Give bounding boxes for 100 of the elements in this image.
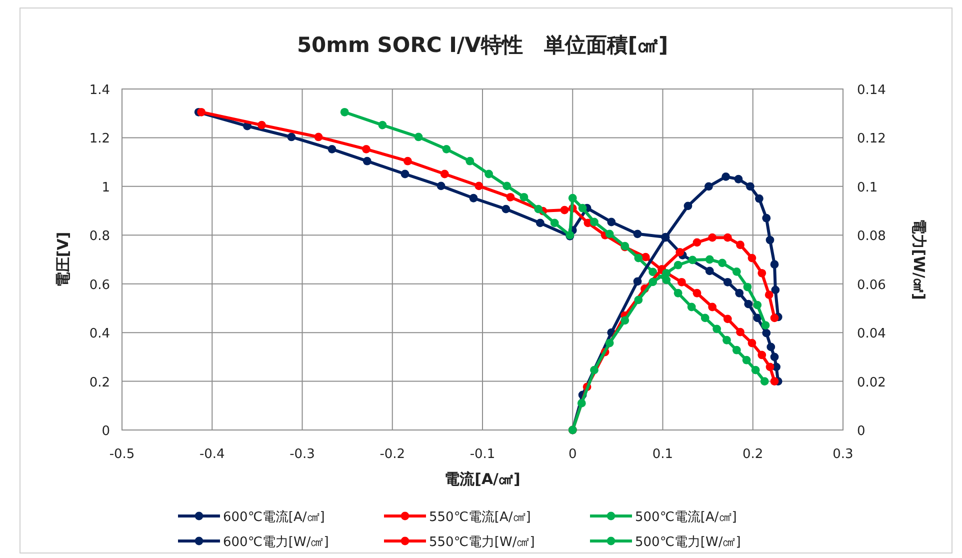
point [257,120,266,130]
point [762,328,771,338]
point [674,260,682,270]
point [762,214,771,222]
point [314,132,323,142]
y-tick-label: 1 [102,180,110,196]
point [743,282,752,292]
point [590,218,598,226]
point [723,314,732,324]
point [633,277,642,286]
point [712,324,722,334]
point [674,288,682,298]
point [605,338,614,348]
point [197,108,206,116]
point [578,204,587,212]
point [536,218,544,228]
x-tick-label: -0.1 [470,447,496,462]
point [744,300,753,308]
point [620,316,630,325]
point [746,182,754,191]
y-tick-label: 1.4 [89,83,110,98]
point [758,350,766,360]
point [732,267,741,276]
point [736,328,744,336]
y2-tick-label: 0.02 [857,375,886,390]
point [742,356,751,364]
y-axis-title: 電圧[V] [54,232,72,288]
point [736,240,744,250]
point [590,366,598,374]
point [362,156,372,166]
point [520,192,528,202]
x-tick-label: -0.3 [290,447,315,462]
point [328,144,336,154]
point [506,192,515,202]
y-tick-label: 0.6 [89,278,110,293]
x-tick-label: -0.5 [109,447,135,462]
point [607,218,616,226]
point [753,314,762,322]
point [676,248,684,256]
y2-tick-label: 0.14 [857,83,886,98]
point [648,268,658,276]
point [700,314,710,322]
point [764,290,774,300]
point [340,108,349,116]
x-tick-label: 0.2 [742,447,764,462]
x-tick-label: 0 [568,447,577,462]
point [766,236,774,244]
x-tick-label: -0.2 [380,447,406,462]
point [704,182,713,191]
point [436,182,446,190]
y2-tick-label: 0.06 [857,278,886,293]
point [718,258,726,268]
point [633,230,642,238]
x-tick-label: 0.3 [832,447,854,462]
y-tick-label: 0.2 [89,375,110,390]
y-tick-label: 0.4 [89,326,110,342]
point [403,156,412,166]
point [560,206,569,214]
point [474,182,484,190]
point [662,268,671,278]
point [766,362,774,372]
point [466,156,474,166]
point [708,233,717,242]
point [734,174,743,184]
point [751,366,760,374]
point [648,278,658,286]
point [605,230,614,238]
x-tick-label: -0.4 [199,447,225,462]
point [414,132,423,142]
point [770,352,779,362]
y2-tick-label: 0 [857,424,866,439]
point [770,260,779,269]
y-tick-label: 1.2 [89,132,110,147]
point [722,336,731,344]
point [677,278,686,286]
point [469,194,478,202]
point [641,252,650,262]
point [502,182,512,190]
point [766,342,776,352]
y-tick-label: 0.8 [89,229,110,244]
point [723,233,732,242]
point [735,288,744,298]
point [502,204,510,214]
point [400,170,410,178]
point [748,254,756,262]
point [442,144,451,154]
point [758,268,766,278]
point [692,238,702,247]
y2-tick-label: 0.04 [857,326,886,342]
point [722,172,730,181]
point [550,218,559,228]
point [568,194,577,202]
point [708,302,717,312]
point [748,338,756,348]
y2-tick-label: 0.08 [857,229,886,244]
point [440,170,449,178]
point [378,120,387,130]
x-axis-title: 電流[A/㎠] [444,470,520,488]
x-tick-label: 0.1 [652,447,674,462]
legend-label: 600℃電流[A/㎠] [223,509,325,525]
